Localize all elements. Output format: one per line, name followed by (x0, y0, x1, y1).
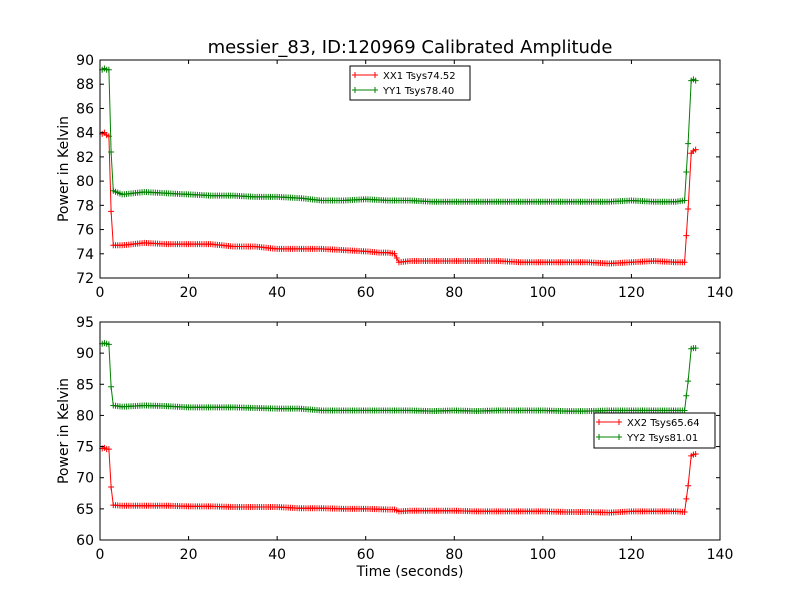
data-point (692, 77, 699, 84)
bottom-panel: 0 20 40 60 80 100 120 140 60 65 70 75 80 85 90 95 Power … (56, 315, 733, 580)
y-tick-label: 75 (76, 440, 94, 456)
y-tick-label: 80 (76, 174, 94, 190)
y-tick-label: 95 (76, 315, 94, 331)
legend-marker (352, 87, 378, 93)
figure-title: messier_83, ID:120969 Calibrated Amplitu… (208, 37, 613, 58)
x-tick-label: 80 (445, 285, 463, 301)
legend-marker (596, 434, 622, 440)
x-axis-label: Time (seconds) (356, 564, 464, 580)
legend-marker (596, 419, 622, 425)
data-point (683, 169, 690, 176)
x-tick-label: 20 (180, 285, 198, 301)
series-1 (99, 444, 699, 516)
x-tick-label: 60 (357, 285, 375, 301)
data-point (108, 484, 115, 491)
x-tick-label: 120 (618, 547, 645, 563)
plot-frame (99, 59, 721, 279)
x-tick-label: 40 (268, 547, 286, 563)
plot-frame (99, 321, 721, 541)
legend: XX2 Tsys65.64 YY2 Tsys81.01 (593, 412, 716, 449)
data-point (681, 197, 688, 204)
y-tick-label: 84 (76, 126, 94, 142)
x-tick-label: 120 (618, 285, 645, 301)
data-point (393, 255, 400, 262)
y-tick-label: 80 (76, 408, 94, 424)
legend-label: YY1 Tsys78.40 (382, 86, 454, 97)
legend-box (349, 65, 471, 101)
data-point (683, 392, 690, 399)
y-tick-label: 90 (76, 346, 94, 362)
data-point (681, 407, 688, 414)
legend-box (593, 412, 716, 449)
data-point (692, 146, 699, 153)
legend-label: XX1 Tsys74.52 (383, 71, 456, 82)
y-tick-label: 60 (76, 533, 94, 549)
data-point (681, 508, 688, 515)
y-tick-label: 85 (76, 377, 94, 393)
data-point (108, 149, 115, 156)
data-point (105, 66, 112, 73)
y-tick-label: 74 (76, 247, 94, 263)
data-point (692, 345, 699, 352)
y-tick-label: 88 (76, 77, 94, 93)
y-tick-label: 86 (76, 101, 94, 117)
data-point (692, 451, 699, 458)
x-tick-label: 100 (529, 285, 556, 301)
x-tick-label: 40 (268, 285, 286, 301)
data-point (685, 140, 692, 147)
series-2 (99, 65, 699, 205)
data-point (685, 378, 692, 385)
x-tick-label: 80 (445, 547, 463, 563)
x-tick-label: 0 (96, 285, 105, 301)
top-panel: 0 20 40 60 80 100 120 140 72 74 76 78 80 82 84 86 88 90 Po… (56, 53, 733, 301)
data-point (681, 259, 688, 266)
data-point (685, 482, 692, 489)
x-tick-label: 140 (707, 285, 734, 301)
x-tick-label: 100 (529, 547, 556, 563)
data-point (685, 205, 692, 212)
data-point (391, 250, 398, 257)
data-point (108, 208, 115, 215)
legend: XX1 Tsys74.52 YY1 Tsys78.40 (349, 65, 471, 101)
x-tick-label: 60 (357, 547, 375, 563)
data-point (683, 495, 690, 502)
x-tick-label: 20 (180, 547, 198, 563)
data-point (108, 383, 115, 390)
y-tick-label: 70 (76, 471, 94, 487)
legend-label: XX2 Tsys65.64 (627, 418, 700, 429)
x-tick-label: 0 (96, 547, 105, 563)
y-tick-label: 90 (76, 53, 94, 69)
series-2 (99, 340, 699, 415)
data-point (105, 341, 112, 348)
y-tick-label: 82 (76, 150, 94, 166)
legend-label: YY2 Tsys81.01 (626, 433, 698, 444)
data-point (683, 232, 690, 239)
y-axis-label: Power in Kelvin (56, 116, 72, 222)
y-tick-label: 72 (76, 271, 94, 287)
y-tick-label: 65 (76, 502, 94, 518)
y-axis-label: Power in Kelvin (56, 378, 72, 484)
y-tick-label: 76 (76, 223, 94, 239)
x-tick-label: 140 (707, 547, 734, 563)
legend-marker (352, 72, 378, 78)
y-tick-label: 78 (76, 198, 94, 214)
data-point (105, 446, 112, 453)
series-1 (99, 129, 699, 267)
